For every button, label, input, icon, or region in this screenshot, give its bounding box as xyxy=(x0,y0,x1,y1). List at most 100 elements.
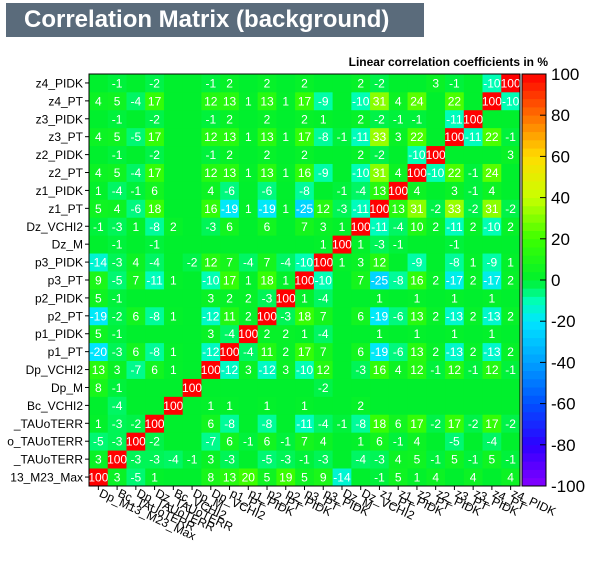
cell-value-label: 1 xyxy=(320,238,327,252)
heatmap-cell xyxy=(182,109,202,129)
cell-value-label: 7 xyxy=(226,256,233,270)
colorbar-tick-label: 40 xyxy=(551,189,570,208)
cell-value-label: -2 xyxy=(187,256,198,270)
heatmap-cell xyxy=(313,109,334,129)
heatmap-cell xyxy=(145,181,165,200)
heatmap-cell xyxy=(182,271,202,290)
cell-value-label: 17 xyxy=(148,94,162,108)
heatmap-cell xyxy=(257,181,277,200)
cell-value-label: 100 xyxy=(407,166,427,180)
heatmap-cell xyxy=(388,199,408,218)
heatmap-cell xyxy=(388,145,408,164)
y-tick-label: p1_PT xyxy=(48,345,84,359)
heatmap-cell xyxy=(107,324,127,344)
heatmap-cell xyxy=(351,163,371,182)
cell-value-label: 5 xyxy=(114,130,121,144)
heatmap-cell xyxy=(351,378,371,397)
colorbar-tick-label: -80 xyxy=(551,436,576,455)
cell-value-label: -1 xyxy=(187,453,198,467)
cell-value-label: -4 xyxy=(112,399,123,413)
heatmap-cell xyxy=(182,217,202,236)
cell-value-label: -12 xyxy=(202,309,220,323)
heatmap-cell xyxy=(276,396,296,415)
y-tick-label: z1_PT xyxy=(48,202,83,216)
heatmap-cell xyxy=(276,217,296,236)
colorbar-segment xyxy=(522,181,546,190)
cell-value-label: -1 xyxy=(280,435,291,449)
cell-value-label: 2 xyxy=(432,274,439,288)
heatmap-cell xyxy=(163,235,184,254)
heatmap-cell xyxy=(126,145,146,164)
cell-value-label: 7 xyxy=(133,274,140,288)
heatmap-cell xyxy=(463,181,483,200)
heatmap-cell xyxy=(426,109,446,129)
cell-value-label: -6 xyxy=(262,184,273,198)
heatmap-cell xyxy=(407,414,427,433)
heatmap-cell xyxy=(313,378,334,397)
heatmap-cell xyxy=(89,253,109,272)
heatmap-cell xyxy=(107,414,127,433)
heatmap-cell xyxy=(501,235,521,254)
y-tick-label: 13_M23_Max xyxy=(10,471,83,485)
cell-value-label: -12 xyxy=(202,345,220,359)
heatmap-cell xyxy=(370,306,390,326)
heatmap-cell xyxy=(463,199,483,218)
heatmap-cell xyxy=(182,324,202,344)
colorbar-segment xyxy=(522,469,546,479)
cell-value-label: 1 xyxy=(357,435,364,449)
heatmap-cell xyxy=(220,271,240,290)
heatmap-cell xyxy=(370,324,390,344)
heatmap-cell xyxy=(145,360,165,379)
heatmap-cell xyxy=(126,378,146,397)
heatmap-cell xyxy=(351,253,371,272)
colorbar-segment xyxy=(522,164,546,174)
heatmap-cell xyxy=(107,217,127,236)
cell-value-label: -9 xyxy=(487,256,498,270)
heatmap-cell xyxy=(351,450,371,469)
cell-value-label: 5 xyxy=(264,471,271,485)
cell-value-label: -1 xyxy=(337,184,348,198)
cell-value-label: 9 xyxy=(95,274,102,288)
colorbar-segment xyxy=(522,280,546,289)
heatmap-cell xyxy=(238,324,259,344)
heatmap-cell xyxy=(126,360,146,379)
heatmap-cell xyxy=(295,181,315,200)
cell-value-label: 100 xyxy=(201,363,221,377)
heatmap-cell xyxy=(501,217,521,236)
heatmap-cell xyxy=(238,396,259,415)
heatmap-cell xyxy=(482,181,502,200)
heatmap-cell xyxy=(482,145,502,164)
heatmap-cell xyxy=(407,378,427,397)
cell-value-label: -4 xyxy=(355,453,366,467)
heatmap-cell xyxy=(238,181,259,200)
cell-value-label: 22 xyxy=(448,166,462,180)
cell-value-label: -8 xyxy=(149,309,160,323)
heatmap-cell xyxy=(463,235,483,254)
heatmap-cell xyxy=(407,342,427,362)
heatmap-cell xyxy=(201,91,221,111)
cell-value-label: -14 xyxy=(333,471,351,485)
heatmap-cell xyxy=(351,271,371,290)
cell-value-label: -4 xyxy=(224,327,235,341)
heatmap-cell xyxy=(332,271,352,290)
cell-value-label: 13 xyxy=(260,130,274,144)
heatmap-cell xyxy=(276,432,296,451)
heatmap-cell xyxy=(182,253,202,272)
cell-value-label: -3 xyxy=(374,238,385,252)
cell-value-label: -1 xyxy=(337,417,348,431)
cell-value-label: 4 xyxy=(414,435,421,449)
cell-value-label: 100 xyxy=(182,381,202,395)
heatmap-cell xyxy=(426,217,446,236)
heatmap-cell xyxy=(463,217,483,236)
colorbar-tick-label: -40 xyxy=(551,353,576,372)
cell-value-label: 100 xyxy=(482,94,502,108)
cell-value-label: 1 xyxy=(264,399,271,413)
heatmap-cell xyxy=(482,396,502,415)
heatmap-cell xyxy=(332,199,352,218)
heatmap-cell xyxy=(370,127,390,147)
cell-value-label: 6 xyxy=(151,184,158,198)
cell-value-label: 5 xyxy=(114,166,121,180)
cell-value-label: -1 xyxy=(205,76,216,90)
cell-value-label: 5 xyxy=(114,94,121,108)
heatmap-cell xyxy=(313,414,334,433)
